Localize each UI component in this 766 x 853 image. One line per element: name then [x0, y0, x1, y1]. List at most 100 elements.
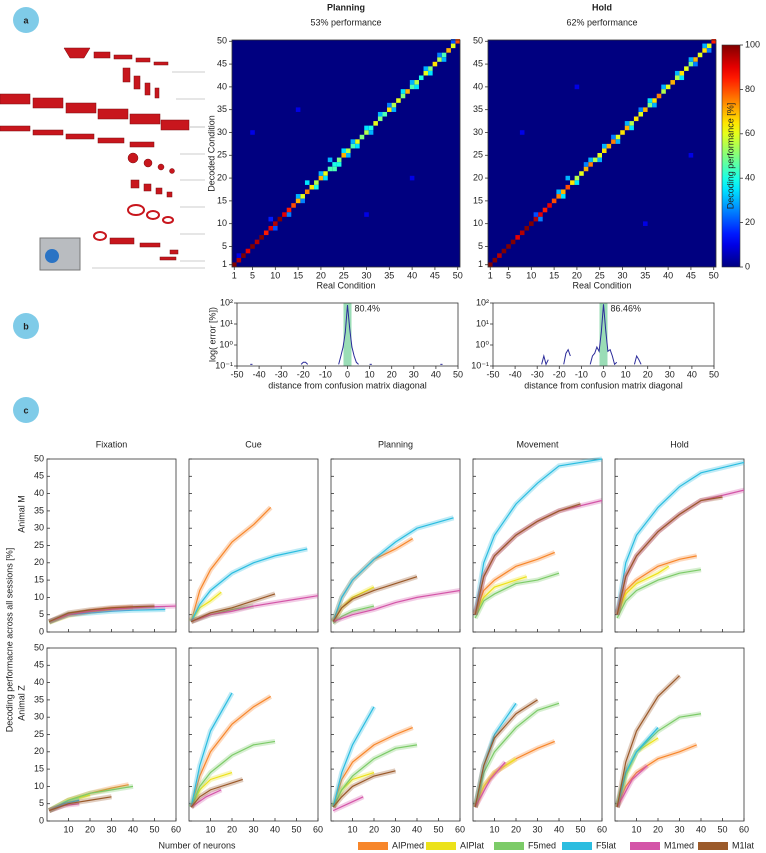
series-line — [48, 785, 134, 812]
x-tick-label: 30 — [532, 824, 542, 834]
y-tick-label: 35 — [473, 104, 483, 114]
error-line — [633, 354, 642, 365]
series-line — [616, 555, 697, 615]
heatmap-cell — [304, 189, 310, 195]
series-line — [48, 796, 112, 812]
object-shape — [155, 187, 163, 195]
series-line — [190, 771, 233, 808]
y-tick-label: 0 — [39, 815, 44, 825]
series-line — [48, 605, 155, 623]
chart-subtitle: 62% performance — [566, 17, 637, 27]
heatmap-cell — [304, 180, 310, 185]
x-tick-label: -10 — [319, 369, 332, 379]
heatmap-cell — [624, 121, 630, 126]
series-line — [474, 458, 603, 615]
series-line — [190, 778, 243, 808]
heatmap-cell — [409, 80, 415, 85]
object-guide-lines — [92, 71, 205, 269]
series-line — [616, 496, 723, 615]
x-tick-label: 40 — [663, 270, 673, 280]
heatmap-cell — [519, 130, 525, 135]
object-shape — [0, 125, 31, 132]
heatmap-cell — [533, 216, 539, 222]
legend-label: AIPmed — [392, 840, 424, 850]
heatmap-cell — [295, 107, 301, 112]
object-shape — [143, 183, 152, 192]
error-line — [589, 304, 618, 366]
x-tick-label: 40 — [270, 824, 280, 834]
heatmap-cell — [583, 162, 589, 167]
series-line — [474, 576, 527, 615]
colorbar-tick-label: 60 — [745, 128, 755, 138]
y-tick-label: 35 — [34, 505, 44, 515]
x-tick-label: 30 — [618, 270, 628, 280]
x-tick-label: 50 — [709, 270, 719, 280]
series-line — [616, 489, 745, 615]
heatmap-cell — [702, 43, 707, 49]
y-tick-label: 40 — [473, 81, 483, 91]
series-line — [190, 692, 233, 808]
heatmap-cell — [387, 107, 392, 112]
y-tick-label: 5 — [39, 609, 44, 619]
object-shape — [160, 119, 190, 131]
object-shape — [122, 67, 131, 83]
x-axis-label: Real Condition — [572, 280, 631, 290]
x-tick-label: 20 — [369, 824, 379, 834]
colorbar-tick-label: 80 — [745, 84, 755, 94]
heatmap-cell — [574, 84, 580, 90]
heatmap-cell — [652, 98, 657, 103]
object-shape — [130, 179, 140, 189]
x-tick-label: 40 — [696, 824, 706, 834]
legend-swatch — [358, 842, 388, 850]
heatmap-cell — [588, 157, 593, 163]
x-tick-label: 20 — [316, 270, 326, 280]
heatmap-cell — [506, 244, 511, 249]
series-line — [332, 517, 454, 622]
x-tick-label: 40 — [412, 824, 422, 834]
heatmap-cell — [432, 61, 438, 67]
heatmap-cell — [665, 84, 671, 90]
series-line — [190, 548, 308, 622]
heatmap-cell — [652, 102, 657, 108]
x-tick-label: 40 — [554, 824, 564, 834]
y-tick-label: 20 — [34, 746, 44, 756]
object-shape — [159, 256, 177, 261]
colorbar — [721, 44, 741, 268]
heatmap-cell — [336, 157, 342, 163]
heatmap-cell — [656, 93, 662, 99]
panel-badge — [13, 313, 39, 339]
x-tick-label: -30 — [531, 369, 544, 379]
heatmap-cell — [341, 148, 346, 153]
y-tick-label: 20 — [217, 172, 227, 182]
y-tick-label: 25 — [34, 540, 44, 550]
heatmap-cell — [588, 162, 593, 167]
heatmap-cell — [574, 180, 580, 185]
y-tick-label: 10² — [476, 297, 489, 307]
heatmap-cell — [377, 111, 383, 117]
x-tick-label: 5 — [250, 270, 255, 280]
heatmap-cell — [441, 57, 447, 62]
legend-swatch — [630, 842, 660, 850]
series-line — [474, 503, 581, 615]
heatmap-cell — [688, 153, 694, 158]
x-tick-label: 10 — [365, 369, 375, 379]
column-title: Cue — [245, 439, 262, 449]
heatmap-cell — [268, 225, 274, 231]
heatmap-cell — [515, 235, 520, 240]
heatmap-cell — [638, 111, 644, 117]
series-line — [616, 675, 680, 808]
y-tick-label: 45 — [217, 58, 227, 68]
series-line — [474, 699, 538, 808]
heatmap-cell — [497, 253, 502, 258]
heatmap-cell — [428, 66, 433, 71]
series-line — [332, 796, 364, 812]
x-tick-label: 40 — [431, 369, 441, 379]
heatmap-cell — [441, 52, 447, 58]
heatmap-cell — [414, 84, 419, 90]
heatmap-cell — [314, 184, 319, 190]
x-tick-label: 60 — [171, 824, 181, 834]
heatmap-cell — [583, 166, 589, 172]
heatmap-cell — [309, 184, 315, 190]
series-line — [190, 789, 222, 808]
heatmap-cell — [373, 121, 378, 126]
